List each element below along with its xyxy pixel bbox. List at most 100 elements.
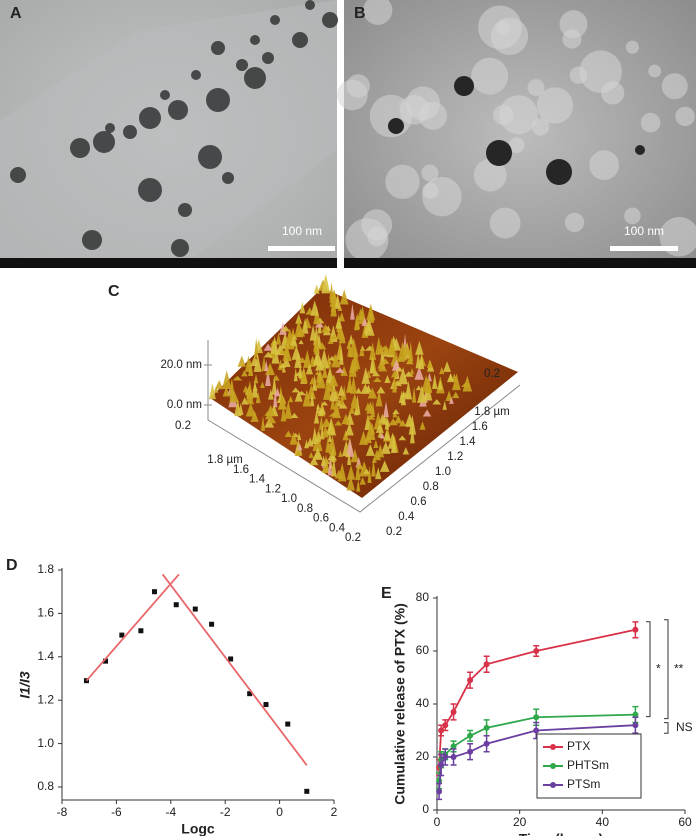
peak	[355, 460, 361, 481]
vesicle	[471, 57, 509, 95]
z-tick-label: 0.0 nm	[167, 399, 202, 411]
point	[450, 708, 457, 715]
vesicle	[527, 79, 545, 97]
peak	[213, 386, 219, 393]
vesicle	[579, 50, 622, 93]
peak	[320, 455, 327, 466]
peak	[306, 437, 314, 447]
info-strip	[0, 258, 337, 268]
annotation: *	[656, 661, 661, 675]
point	[483, 724, 490, 731]
point	[467, 732, 474, 739]
peak	[327, 359, 333, 365]
peak	[442, 400, 447, 410]
peak	[303, 349, 312, 368]
point	[438, 761, 445, 768]
peak	[462, 375, 473, 392]
y-tick-label: 0.8	[37, 779, 54, 793]
peak	[328, 435, 337, 455]
grid-film	[0, 0, 337, 268]
peak	[346, 476, 355, 491]
vesicle	[489, 207, 521, 239]
peak	[408, 341, 414, 362]
peak	[309, 376, 316, 385]
particle	[292, 32, 308, 48]
annotation: **	[674, 661, 684, 675]
panel-label: C	[108, 283, 120, 300]
peak	[409, 367, 415, 375]
vesicle	[385, 164, 420, 199]
peak	[315, 372, 321, 383]
peak	[398, 419, 407, 427]
peak	[345, 422, 354, 436]
particle	[262, 52, 274, 64]
point	[533, 727, 540, 734]
peak	[381, 358, 390, 364]
peak	[372, 449, 382, 461]
scale-bar	[268, 246, 335, 251]
peak	[360, 383, 371, 394]
peak	[308, 452, 314, 458]
particle	[211, 41, 225, 55]
point	[228, 656, 234, 662]
peak	[445, 390, 453, 401]
peak	[315, 356, 325, 371]
peak	[418, 353, 425, 370]
afm-axis-labels: 1.8 µm1.61.41.21.00.80.60.40.20.21.8 µm1…	[207, 368, 509, 544]
peak	[263, 343, 273, 351]
peak	[267, 388, 274, 400]
peak	[309, 324, 317, 341]
x-tick-label: 40	[596, 815, 610, 829]
peak	[327, 457, 333, 476]
peak	[279, 322, 287, 335]
peak	[380, 345, 388, 351]
peak	[310, 355, 316, 363]
peak	[377, 364, 388, 372]
peak	[331, 449, 337, 456]
peak	[345, 452, 350, 458]
peak	[422, 409, 432, 417]
peak	[379, 344, 384, 353]
particle	[322, 12, 338, 28]
peak	[391, 433, 397, 453]
peak	[355, 387, 362, 394]
particle	[454, 76, 474, 96]
peak	[371, 370, 381, 377]
peak	[446, 373, 455, 383]
bracket	[646, 621, 651, 718]
peak	[284, 430, 293, 438]
peak	[328, 412, 339, 417]
vesicle	[421, 164, 439, 182]
peak	[371, 457, 378, 463]
axis-tick-label: 1.2	[447, 451, 463, 463]
particle	[236, 59, 248, 71]
peak	[379, 460, 390, 472]
peak	[329, 383, 339, 402]
peak	[237, 355, 246, 367]
point	[442, 722, 449, 729]
point	[103, 658, 109, 664]
peak	[350, 403, 360, 409]
vesicle	[363, 0, 393, 25]
peak	[350, 375, 357, 394]
axis-tick-label: 1.0	[281, 493, 297, 505]
axis-tick-label: 1.6	[233, 464, 249, 476]
axis-tick-label: 0.6	[313, 513, 329, 525]
peak	[350, 393, 359, 407]
peak	[379, 432, 385, 439]
peak	[255, 391, 261, 404]
peak	[391, 359, 401, 371]
axis-tick-label: 1.0	[435, 466, 451, 478]
peak	[316, 428, 321, 442]
peak	[391, 369, 399, 378]
particle	[105, 123, 115, 133]
peak	[404, 413, 415, 427]
x-tick-label: 0	[434, 815, 441, 829]
particles	[10, 0, 338, 257]
peak	[359, 476, 366, 485]
peak	[305, 363, 314, 375]
x-tick-label: 2	[331, 805, 338, 819]
vesicle	[640, 112, 661, 133]
peak	[335, 367, 346, 373]
